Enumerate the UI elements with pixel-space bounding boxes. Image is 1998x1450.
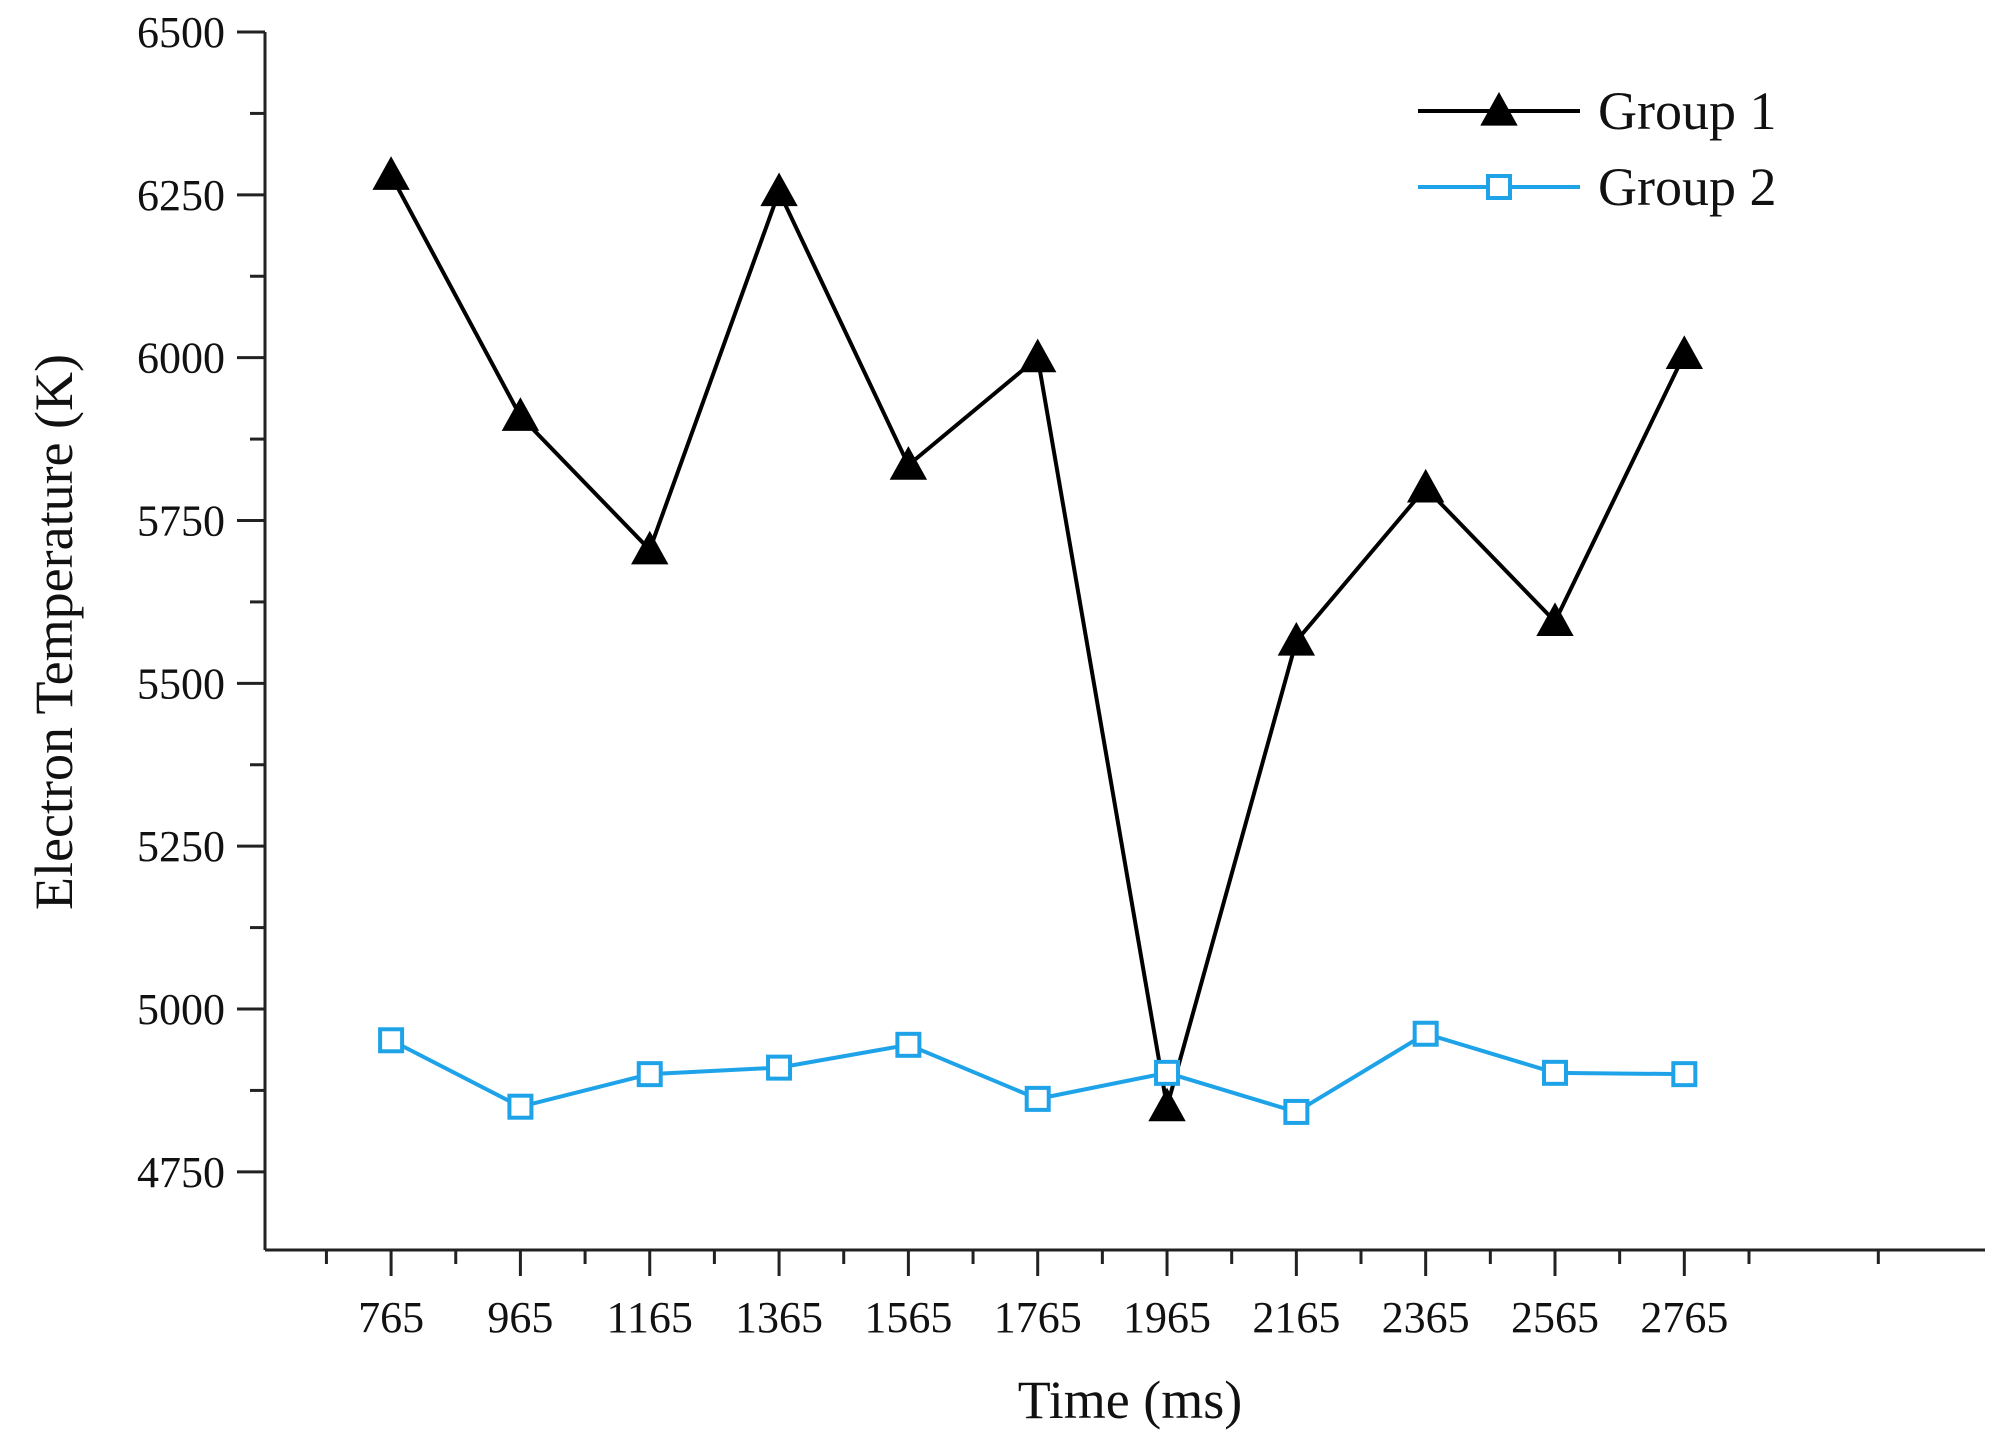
series-layer [372, 156, 1704, 1125]
series-2-point [1024, 1085, 1051, 1112]
series-2-point [636, 1061, 663, 1088]
x-tick-label: 1765 [994, 1293, 1082, 1342]
x-tick-label: 2765 [1640, 1293, 1728, 1342]
y-tick-label: 5500 [137, 659, 225, 708]
series-1-point [1148, 1087, 1186, 1122]
x-tick-label: 1565 [864, 1293, 952, 1342]
series-2-point [1283, 1098, 1310, 1125]
series-1-point [1665, 335, 1704, 370]
legend: Group 1 Group 2 [1418, 81, 1776, 217]
legend-item-2: Group 2 [1418, 157, 1776, 217]
x-tick-label: 1965 [1123, 1293, 1211, 1342]
series-1-point [889, 446, 928, 480]
series-2-point [895, 1031, 922, 1058]
x-tick-label: 965 [487, 1293, 553, 1342]
series-1 [372, 156, 1704, 1122]
y-tick-label: 4750 [137, 1148, 225, 1197]
series-2-point [1154, 1059, 1181, 1086]
series-1-point [1536, 602, 1574, 637]
series-1-point [372, 156, 410, 190]
x-tick-label: 2165 [1252, 1293, 1340, 1342]
y-tick-label: 5000 [137, 985, 225, 1034]
series-2-point [507, 1093, 534, 1120]
series-1-point [1277, 621, 1316, 656]
legend-item-1: Group 1 [1418, 81, 1776, 141]
series-1-point [631, 530, 669, 565]
axes: 4750 5000 5250 5500 5750 6000 6250 6500 765 965 11… [137, 8, 1985, 1342]
series-1-point [1019, 338, 1057, 373]
x-tick-label: 1165 [607, 1293, 693, 1342]
x-tick-label: 765 [358, 1293, 424, 1342]
x-tick-label: 2365 [1382, 1293, 1470, 1342]
x-axis-title: Time (ms) [1018, 1370, 1243, 1430]
series-2-point [1412, 1020, 1439, 1047]
series-1-point [760, 172, 798, 207]
legend-marker [1486, 174, 1512, 200]
y-tick-label: 6000 [137, 334, 225, 383]
y-axis-title: Electron Temperature (K) [24, 354, 84, 910]
series-2-point [1671, 1061, 1698, 1088]
series-1-point [1406, 468, 1445, 503]
series-2-point [1542, 1059, 1568, 1086]
series-1-line [389, 174, 1687, 1109]
legend-label: Group 1 [1598, 81, 1776, 141]
series-2-point [766, 1054, 793, 1081]
legend-label: Group 2 [1598, 157, 1776, 217]
y-tick-label: 5250 [137, 822, 225, 871]
series-1-point [501, 397, 540, 431]
y-tick-label: 6500 [137, 8, 225, 57]
x-tick-label: 2565 [1511, 1293, 1599, 1342]
series-2 [378, 1020, 1698, 1125]
series-2-point [378, 1027, 405, 1054]
y-tick-label: 5750 [137, 497, 225, 546]
x-tick-label: 1365 [735, 1293, 823, 1342]
y-tick-label: 6250 [137, 171, 225, 220]
legend-marker [1480, 91, 1518, 126]
